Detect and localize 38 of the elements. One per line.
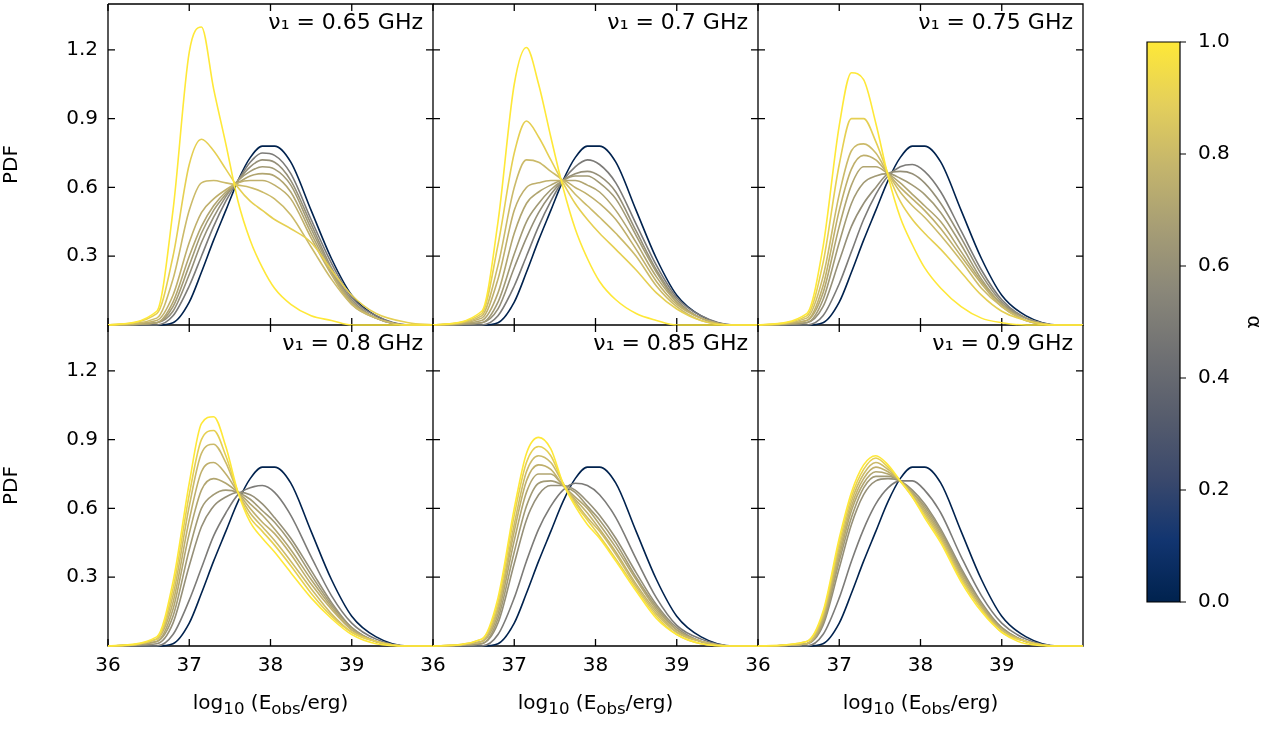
color-bar-label: 0.0 — [1198, 588, 1230, 613]
x-tick-label: 39 — [339, 652, 365, 677]
y-tick-label: 0.9 — [66, 425, 98, 450]
x-tick-label: 36 — [420, 652, 446, 677]
y-tick-label: 0.9 — [66, 104, 98, 129]
x-tick-label: 39 — [664, 652, 690, 677]
x-axis-title: log$_{10}$ (E$_{obs}$/erg) — [517, 690, 674, 718]
annotation: ν₁ = 0.85 GHz — [593, 329, 748, 355]
annotation: ν₁ = 0.8 GHz — [282, 329, 423, 355]
color-bar-label: 1.0 — [1198, 28, 1230, 53]
x-tick-label: 36 — [745, 652, 771, 677]
x-tick-label: 38 — [582, 652, 609, 677]
x-tick-label: 37 — [501, 652, 527, 677]
y-tick-label: 0.3 — [66, 563, 98, 588]
x-tick-label: 37 — [176, 652, 202, 677]
color-bar-label: 0.6 — [1198, 252, 1230, 277]
y-tick-label: 1.2 — [66, 36, 98, 61]
annotation: ν₁ = 0.65 GHz — [268, 8, 423, 34]
x-tick-label: 39 — [989, 652, 1015, 677]
y-tick-label: 0.3 — [66, 242, 98, 267]
annotation: ν₁ = 0.7 GHz — [607, 8, 748, 34]
annotation: ν₁ = 0.9 GHz — [932, 329, 1073, 355]
color-bar-title: α — [1242, 315, 1267, 329]
x-tick-label: 38 — [257, 652, 284, 677]
x-tick-label: 37 — [826, 652, 852, 677]
annotation: ν₁ = 0.75 GHz — [918, 8, 1073, 34]
y-tick-label: 1.2 — [66, 357, 98, 382]
x-axis-title: log$_{10}$ (E$_{obs}$/erg) — [842, 690, 999, 718]
color-bar-label: 0.2 — [1198, 476, 1230, 501]
y-tick-label: 0.6 — [66, 173, 98, 198]
y-axis-title: PDF — [0, 466, 23, 505]
x-tick-label: 38 — [907, 652, 934, 677]
color-bar-label: 0.4 — [1198, 364, 1230, 389]
y-tick-label: 0.6 — [66, 494, 98, 519]
color-bar-label: 0.8 — [1198, 140, 1230, 165]
x-tick-label: 36 — [95, 652, 121, 677]
y-axis-title: PDF — [0, 145, 23, 184]
x-axis-title: log$_{10}$ (E$_{obs}$/erg) — [192, 690, 349, 718]
